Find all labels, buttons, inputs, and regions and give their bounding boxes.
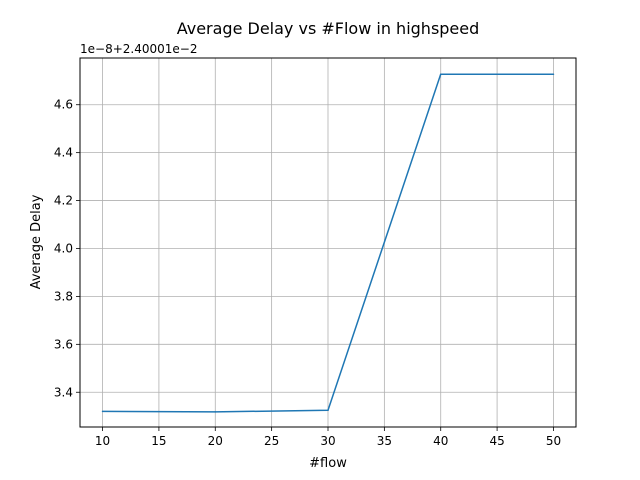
y-tick-label: 3.4 [54, 385, 73, 399]
data-point [439, 73, 442, 76]
x-tick-label: 30 [320, 434, 335, 448]
x-tick-label: 20 [208, 434, 223, 448]
data-point [101, 410, 104, 413]
series-layer [101, 73, 555, 413]
y-tick-label: 4.0 [54, 241, 73, 255]
x-tick-label: 45 [489, 434, 504, 448]
x-axis-label: #flow [309, 456, 347, 471]
x-axis-ticks: 10 15 20 25 30 35 40 45 50 [95, 427, 561, 448]
x-tick-label: 25 [264, 434, 279, 448]
x-tick-label: 35 [377, 434, 392, 448]
y-tick-label: 3.6 [54, 337, 73, 351]
chart-title: Average Delay vs #Flow in highspeed [177, 19, 480, 38]
y-axis-ticks: 3.4 3.6 3.8 4.0 4.2 4.4 4.6 [54, 98, 80, 399]
x-tick-label: 10 [95, 434, 110, 448]
data-point [214, 411, 217, 413]
y-axis-label: Average Delay [29, 194, 44, 289]
y-tick-label: 3.8 [54, 289, 73, 303]
y-tick-label: 4.6 [54, 98, 73, 112]
x-tick-label: 15 [151, 434, 166, 448]
x-tick-label: 40 [433, 434, 448, 448]
y-tick-label: 4.2 [54, 194, 73, 208]
data-point [327, 409, 329, 411]
y-tick-label: 4.4 [54, 146, 73, 160]
data-point [552, 73, 555, 76]
x-tick-label: 50 [546, 434, 561, 448]
y-axis-offset-label: 1e−8+2.40001e−2 [80, 42, 197, 56]
